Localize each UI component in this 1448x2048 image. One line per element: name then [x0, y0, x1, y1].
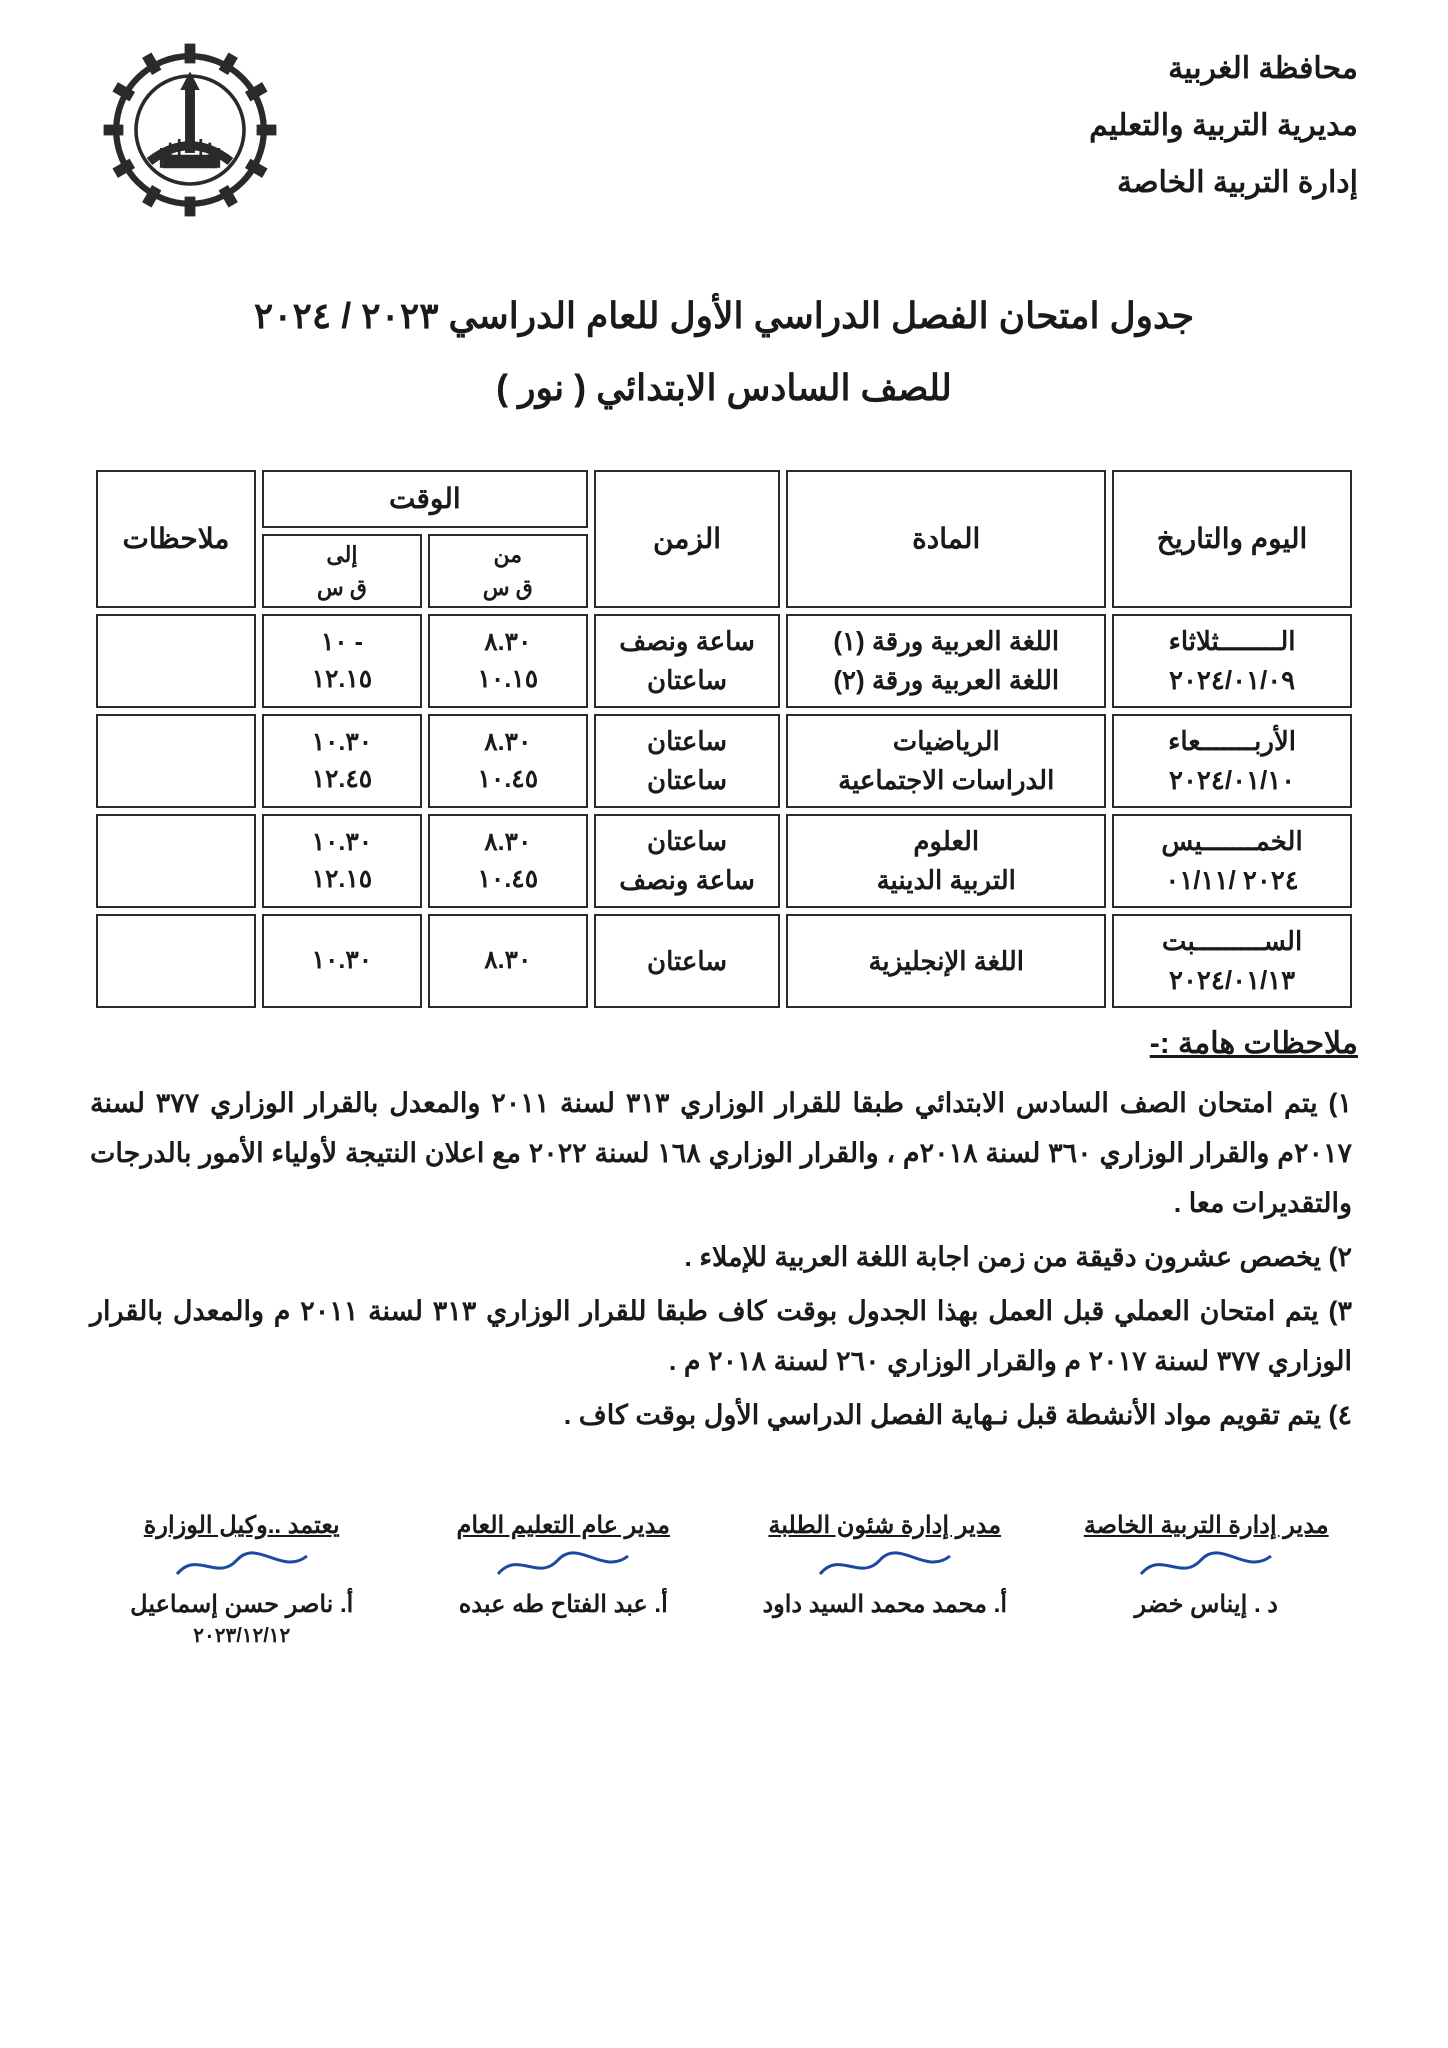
col-to: إلى ق س [262, 534, 422, 608]
cell-to: ١٠.٣٠١٢.٤٥ [262, 714, 422, 808]
signature-block: مدير إدارة شئون الطلبة أ. محمد محمد السيد… [733, 1511, 1037, 1648]
col-time: الوقت [262, 470, 588, 528]
department: إدارة التربية الخاصة [1089, 154, 1358, 211]
cell-to: ١٠.٣٠ [262, 914, 422, 1008]
table-row: الأربـــــــعاء٢٠٢٤/٠١/١٠الرياضياتالدراس… [96, 714, 1352, 808]
note-item: ٢) يخصص عشرون دقيقة من زمن اجابة اللغة ا… [90, 1233, 1352, 1283]
col-subject: المادة [786, 470, 1106, 608]
document-title: جدول امتحان الفصل الدراسي الأول للعام ال… [90, 280, 1358, 424]
cell-to: ١٠ -١٢.١٥ [262, 614, 422, 708]
cell-note [96, 714, 256, 808]
signature-block: مدير إدارة التربية الخاصة د . إيناس خضر [1055, 1511, 1359, 1648]
document-header: محافظة الغربية مديرية التربية والتعليم إ… [90, 40, 1358, 220]
title-line2: للصف السادس الابتدائي ( نور ) [90, 352, 1358, 424]
cell-duration: ساعتانساعتان [594, 714, 781, 808]
sig-role: مدير إدارة التربية الخاصة [1055, 1511, 1359, 1540]
sig-role: مدير عام التعليم العام [412, 1511, 716, 1540]
sig-extra: ٢٠٢٣/١٢/١٢ [90, 1623, 394, 1648]
cell-from: ٨.٣٠ [428, 914, 588, 1008]
sig-scribble-icon [733, 1546, 1037, 1586]
sig-role: يعتمد ..وكيل الوزارة [90, 1511, 394, 1540]
cell-from: ٨.٣٠١٠.٤٥ [428, 714, 588, 808]
col-duration: الزمن [594, 470, 781, 608]
sig-scribble-icon [90, 1546, 394, 1586]
directorate: مديرية التربية والتعليم [1089, 97, 1358, 154]
cell-from: ٨.٣٠١٠.١٥ [428, 614, 588, 708]
sig-name: د . إيناس خضر [1055, 1590, 1359, 1619]
col-notes: ملاحظات [96, 470, 256, 608]
table-row: الخمـــــــيس٢٠٢٤ /٠١/١١العلومالتربية ال… [96, 814, 1352, 908]
notes-list: ١) يتم امتحان الصف السادس الابتدائي طبقا… [90, 1079, 1358, 1441]
note-item: ٤) يتم تقويم مواد الأنشطة قبل نـهاية الف… [90, 1391, 1352, 1441]
exam-schedule-table: اليوم والتاريخ المادة الزمن الوقت ملاحظا… [90, 464, 1358, 1014]
cell-note [96, 914, 256, 1008]
col-date: اليوم والتاريخ [1112, 470, 1352, 608]
sig-name: أ. محمد محمد السيد داود [733, 1590, 1037, 1619]
sig-role: مدير إدارة شئون الطلبة [733, 1511, 1037, 1540]
cell-note [96, 814, 256, 908]
signatures-row: مدير إدارة التربية الخاصةد . إيناس خضرمد… [90, 1511, 1358, 1648]
cell-duration: ساعة ونصفساعتان [594, 614, 781, 708]
cell-to: ١٠.٣٠١٢.١٥ [262, 814, 422, 908]
cell-duration: ساعتانساعة ونصف [594, 814, 781, 908]
cell-date: الســـــــــبت٢٠٢٤/٠١/١٣ [1112, 914, 1352, 1008]
cell-from: ٨.٣٠١٠.٤٥ [428, 814, 588, 908]
note-item: ١) يتم امتحان الصف السادس الابتدائي طبقا… [90, 1079, 1352, 1229]
cell-subject: الرياضياتالدراسات الاجتماعية [786, 714, 1106, 808]
table-row: الســـــــــبت٢٠٢٤/٠١/١٣اللغة الإنجليزية… [96, 914, 1352, 1008]
cell-date: الخمـــــــيس٢٠٢٤ /٠١/١١ [1112, 814, 1352, 908]
cell-date: الأربـــــــعاء٢٠٢٤/٠١/١٠ [1112, 714, 1352, 808]
issuer-block: محافظة الغربية مديرية التربية والتعليم إ… [1089, 40, 1358, 211]
table-row: الــــــــثلاثاء٢٠٢٤/٠١/٠٩اللغة العربية … [96, 614, 1352, 708]
cell-date: الــــــــثلاثاء٢٠٢٤/٠١/٠٩ [1112, 614, 1352, 708]
signature-block: مدير عام التعليم العام أ. عبد الفتاح طه ع… [412, 1511, 716, 1648]
governorate-logo-icon [100, 40, 280, 220]
col-from: من ق س [428, 534, 588, 608]
sig-name: أ. عبد الفتاح طه عبده [412, 1590, 716, 1619]
cell-subject: اللغة العربية ورقة (١)اللغة العربية ورقة… [786, 614, 1106, 708]
cell-subject: اللغة الإنجليزية [786, 914, 1106, 1008]
governorate: محافظة الغربية [1089, 40, 1358, 97]
title-line1: جدول امتحان الفصل الدراسي الأول للعام ال… [90, 280, 1358, 352]
cell-duration: ساعتان [594, 914, 781, 1008]
sig-name: أ. ناصر حسن إسماعيل [90, 1590, 394, 1619]
cell-subject: العلومالتربية الدينية [786, 814, 1106, 908]
sig-scribble-icon [412, 1546, 716, 1586]
signature-block: يعتمد ..وكيل الوزارة أ. ناصر حسن إسماعيل ٢… [90, 1511, 394, 1648]
cell-note [96, 614, 256, 708]
sig-scribble-icon [1055, 1546, 1359, 1586]
note-item: ٣) يتم امتحان العملي قبل العمل بهذا الجد… [90, 1287, 1352, 1387]
notes-heading: ملاحظات هامة :- [90, 1026, 1358, 1061]
